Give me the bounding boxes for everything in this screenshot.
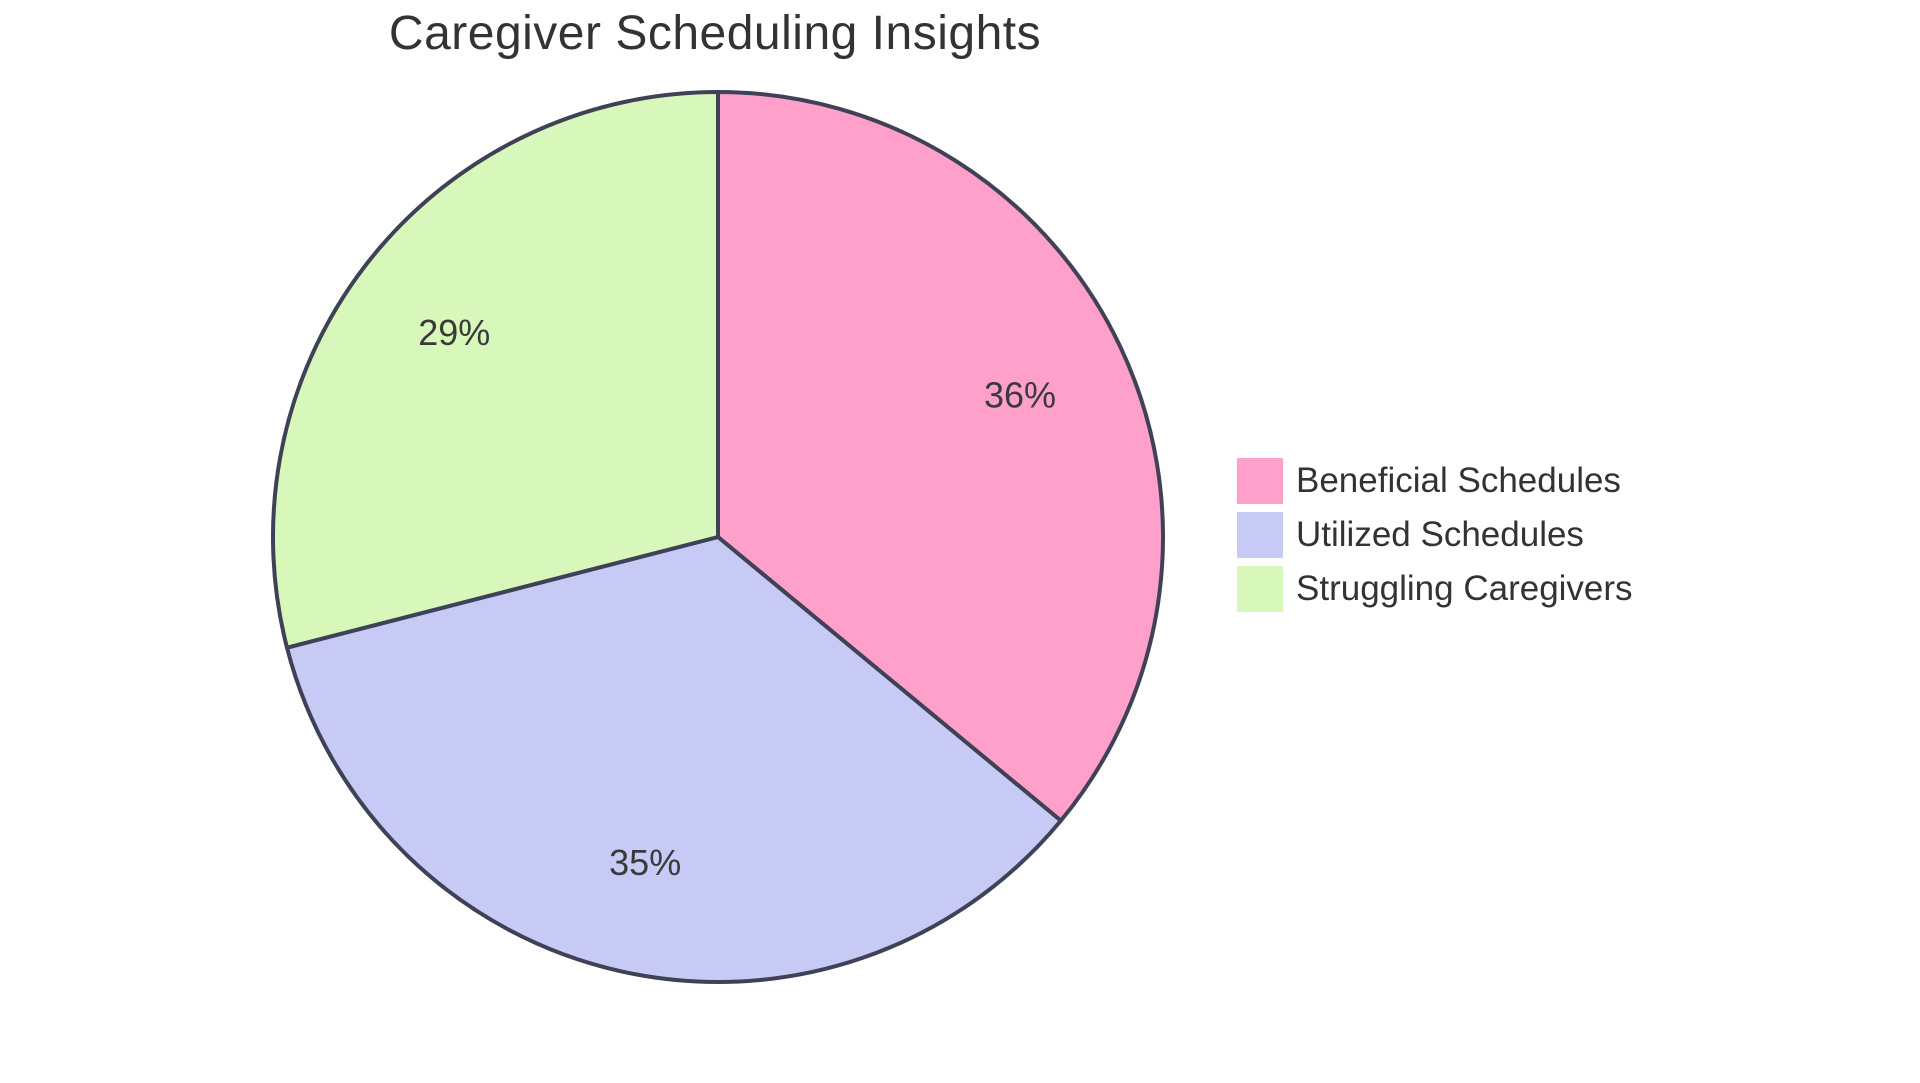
pie-slice-beneficial-schedules [716,90,1165,823]
pie-slice-utilized-schedules [284,535,1063,984]
legend-item-utilized-schedules: Utilized Schedules [1237,512,1633,558]
pie-slice-percentage-label: 36% [984,374,1056,415]
pie-slice-percentage-label: 29% [418,312,490,353]
legend-swatch-utilized-schedules [1237,512,1283,558]
pie-slice-percentage-label: 35% [609,842,681,883]
legend-swatch-beneficial-schedules [1237,458,1283,504]
legend: Beneficial Schedules Utilized Schedules … [1237,458,1633,612]
chart-title: Caregiver Scheduling Insights [388,7,1042,60]
legend-item-struggling-caregivers: Struggling Caregivers [1237,566,1633,612]
pie-slice-struggling-caregivers [271,90,720,650]
legend-swatch-struggling-caregivers [1237,566,1283,612]
legend-label-struggling-caregivers: Struggling Caregivers [1296,569,1633,608]
legend-label-utilized-schedules: Utilized Schedules [1296,515,1584,554]
legend-item-beneficial-schedules: Beneficial Schedules [1237,458,1633,504]
legend-label-beneficial-schedules: Beneficial Schedules [1296,461,1621,500]
